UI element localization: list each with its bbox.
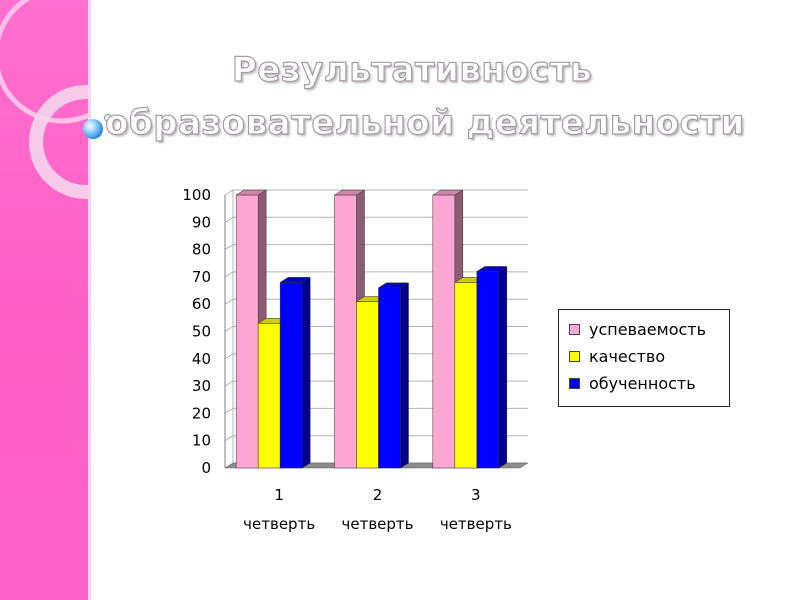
x-category-label: четверть [440, 515, 512, 533]
bar-top [235, 189, 268, 196]
bar-side [301, 276, 311, 469]
gridline-side [224, 380, 234, 387]
y-tick-label: 10 [192, 432, 211, 450]
x-category-label: четверть [342, 515, 414, 533]
band-edge [88, 0, 91, 600]
legend-label: успеваемость [589, 320, 707, 339]
legend-item: качество [569, 343, 729, 370]
gridline-side [224, 271, 234, 278]
legend-item: обученность [569, 370, 729, 397]
y-tick-label: 90 [192, 213, 211, 231]
legend-swatch [569, 324, 580, 335]
bar-side [400, 282, 409, 469]
y-tick-label: 30 [192, 377, 211, 395]
bar [334, 194, 357, 469]
gridline-side [224, 435, 234, 442]
gridline-side [224, 407, 234, 414]
gridline-side [224, 189, 234, 196]
y-tick-label: 20 [192, 404, 211, 422]
bar-top [377, 282, 410, 289]
x-category-label: 2 [373, 486, 383, 504]
y-axis-tick-labels: 0 10 20 30 40 50 60 70 80 90 100 [182, 186, 211, 477]
gridline-side [224, 353, 234, 360]
bar [432, 194, 456, 469]
legend-swatch [569, 351, 580, 362]
bar-top [431, 189, 464, 196]
bar-side [498, 265, 508, 469]
legend-item: успеваемость [569, 316, 729, 343]
x-category-label: 3 [471, 486, 481, 504]
legend-label: обученность [589, 374, 696, 393]
x-category-label: четверть [243, 515, 315, 533]
bar-top [475, 266, 508, 272]
y-tick-label: 80 [192, 241, 211, 259]
legend-swatch [569, 378, 580, 389]
gridline-side [224, 326, 234, 332]
bar-top [333, 189, 366, 196]
legend-label: качество [589, 347, 666, 366]
blue-bubble-large [83, 119, 103, 139]
bar [356, 301, 379, 469]
slide-title-line-2: образовательной деятельности [105, 102, 745, 143]
decorative-circles [0, 0, 88, 199]
y-tick-label: 40 [192, 350, 211, 368]
decorative-side-band [0, 0, 88, 600]
bar [257, 323, 281, 469]
y-tick-label: 0 [201, 459, 211, 477]
slide-title-line-1: Результативность [231, 49, 593, 90]
chart-legend: успеваемость качество обученность [558, 309, 730, 407]
blue-bubble-small [104, 114, 112, 122]
gridline-side [224, 216, 234, 223]
x-category-label: 1 [274, 486, 284, 504]
bar [279, 282, 303, 469]
bar [454, 282, 478, 469]
y-tick-label: 50 [192, 323, 211, 341]
decorative-bubbles [83, 114, 112, 139]
bar [476, 271, 500, 469]
bar [235, 194, 259, 469]
gridline-side [224, 244, 234, 251]
y-tick-label: 70 [192, 268, 211, 286]
y-tick-label: 100 [182, 186, 211, 204]
bar-top [279, 277, 312, 283]
y-tick-label: 60 [192, 295, 211, 313]
chart-bars [235, 189, 508, 469]
bar [378, 287, 401, 469]
x-axis-category-labels: 1 четверть 2 четверть 3 четверть [243, 486, 512, 533]
gridline-side [224, 298, 234, 305]
